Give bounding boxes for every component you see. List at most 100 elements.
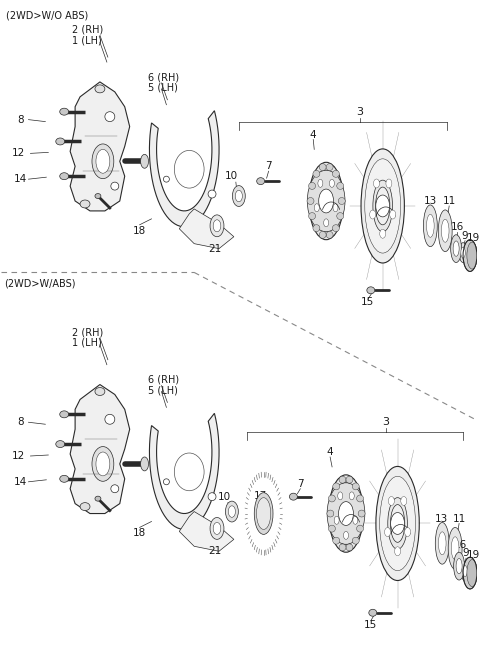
Ellipse shape [307, 170, 345, 232]
Ellipse shape [463, 240, 477, 271]
Text: 14: 14 [14, 477, 27, 487]
Ellipse shape [463, 566, 467, 576]
Text: 19: 19 [467, 550, 480, 560]
Text: 12: 12 [12, 451, 25, 461]
Circle shape [337, 213, 344, 219]
Ellipse shape [327, 483, 365, 544]
Ellipse shape [324, 219, 329, 227]
Circle shape [346, 544, 353, 551]
Circle shape [328, 495, 336, 502]
Circle shape [163, 176, 169, 182]
Circle shape [333, 225, 339, 232]
Text: 19: 19 [467, 233, 480, 243]
Circle shape [163, 479, 169, 485]
Circle shape [208, 190, 216, 198]
Ellipse shape [92, 144, 114, 179]
Circle shape [333, 170, 339, 178]
Text: 16: 16 [454, 540, 467, 550]
Ellipse shape [438, 210, 452, 252]
Ellipse shape [373, 179, 380, 188]
Polygon shape [149, 111, 219, 227]
Ellipse shape [333, 204, 338, 212]
Ellipse shape [228, 506, 235, 517]
Text: 2 (RH): 2 (RH) [72, 24, 103, 34]
Circle shape [319, 231, 326, 238]
Ellipse shape [256, 498, 271, 529]
Ellipse shape [405, 527, 410, 536]
Text: 11: 11 [443, 196, 456, 206]
Text: 5 (LH): 5 (LH) [147, 83, 178, 93]
Polygon shape [70, 82, 130, 211]
Ellipse shape [312, 170, 340, 232]
Circle shape [357, 495, 363, 502]
Text: 10: 10 [217, 492, 230, 502]
Text: 6 (RH): 6 (RH) [147, 375, 179, 384]
Polygon shape [149, 413, 219, 529]
Ellipse shape [95, 388, 105, 396]
Ellipse shape [210, 517, 224, 539]
Ellipse shape [257, 178, 264, 185]
Polygon shape [180, 209, 234, 249]
Circle shape [313, 170, 320, 178]
Ellipse shape [461, 561, 469, 581]
Ellipse shape [361, 149, 404, 263]
Text: 21: 21 [208, 546, 222, 556]
Circle shape [208, 493, 216, 500]
Text: 9: 9 [463, 548, 469, 558]
Ellipse shape [213, 523, 221, 534]
Ellipse shape [459, 242, 467, 263]
Ellipse shape [141, 457, 148, 471]
Ellipse shape [226, 501, 239, 522]
Text: 15: 15 [364, 620, 377, 629]
Text: (2WD>W/ABS): (2WD>W/ABS) [4, 278, 75, 288]
Text: 21: 21 [208, 244, 222, 253]
Ellipse shape [463, 557, 477, 589]
Text: 3: 3 [382, 417, 389, 427]
Ellipse shape [380, 476, 416, 571]
Ellipse shape [376, 195, 390, 217]
Ellipse shape [384, 527, 391, 536]
Ellipse shape [373, 180, 393, 232]
Ellipse shape [309, 162, 344, 240]
Text: 8: 8 [17, 417, 24, 427]
Text: 18: 18 [133, 226, 146, 236]
Ellipse shape [213, 220, 221, 232]
Polygon shape [70, 384, 130, 514]
Circle shape [326, 231, 333, 238]
Ellipse shape [451, 537, 459, 560]
Ellipse shape [95, 193, 101, 198]
Ellipse shape [395, 547, 400, 555]
Circle shape [328, 525, 336, 532]
Ellipse shape [314, 204, 319, 212]
Ellipse shape [329, 475, 363, 552]
Ellipse shape [391, 513, 405, 534]
Ellipse shape [80, 200, 90, 208]
Ellipse shape [401, 496, 407, 506]
Ellipse shape [254, 493, 273, 534]
Text: 7: 7 [265, 161, 272, 171]
Ellipse shape [376, 466, 419, 580]
Ellipse shape [318, 179, 323, 187]
Text: (2WD>W/O ABS): (2WD>W/O ABS) [6, 10, 88, 20]
Ellipse shape [427, 214, 434, 237]
Text: 16: 16 [451, 222, 464, 232]
Ellipse shape [451, 234, 462, 263]
Text: 11: 11 [453, 514, 466, 523]
Ellipse shape [388, 498, 408, 550]
Ellipse shape [423, 205, 437, 247]
Circle shape [352, 537, 359, 544]
Ellipse shape [461, 247, 465, 258]
Ellipse shape [467, 559, 477, 587]
Ellipse shape [60, 411, 69, 418]
Circle shape [105, 112, 115, 122]
Ellipse shape [56, 441, 65, 447]
Text: 17: 17 [254, 491, 267, 500]
Ellipse shape [367, 287, 375, 293]
Ellipse shape [454, 552, 465, 580]
Ellipse shape [453, 241, 459, 256]
Circle shape [358, 510, 365, 517]
Ellipse shape [60, 108, 69, 115]
Ellipse shape [174, 151, 204, 188]
Text: 18: 18 [133, 529, 146, 538]
Ellipse shape [353, 516, 358, 524]
